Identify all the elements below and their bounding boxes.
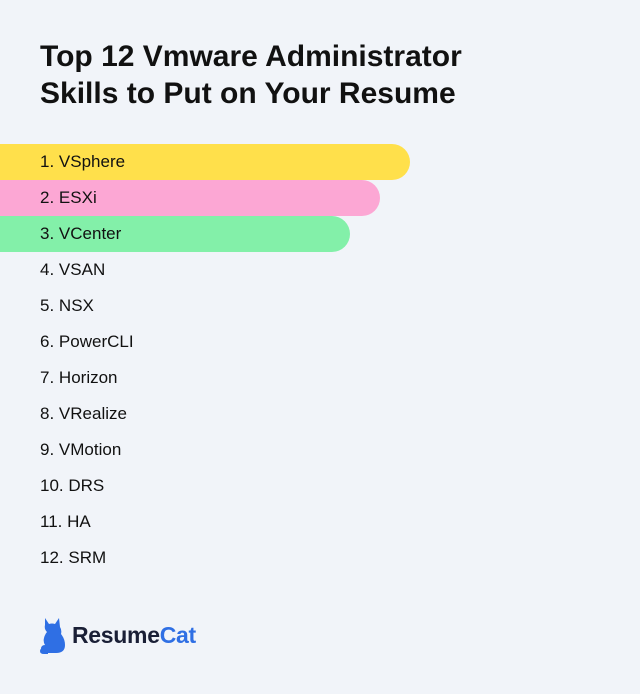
skill-rank: 8 bbox=[40, 404, 59, 423]
skill-item: 11HA bbox=[0, 504, 640, 540]
skill-rank: 2 bbox=[40, 188, 59, 207]
skill-rank: 5 bbox=[40, 296, 59, 315]
skill-name: HA bbox=[67, 512, 91, 531]
skill-rank: 4 bbox=[40, 260, 59, 279]
page-title: Top 12 Vmware Administrator Skills to Pu… bbox=[40, 38, 600, 112]
skill-name: VRealize bbox=[58, 404, 127, 423]
skill-name: VMotion bbox=[58, 440, 122, 459]
skills-list: 1VSphere 2ESXi 3VCenter 4VSAN 5NSX 6Powe… bbox=[0, 144, 640, 576]
skill-item: 3VCenter bbox=[0, 216, 350, 252]
skill-name: VSphere bbox=[58, 152, 126, 171]
resumecat-logo: ResumeCat bbox=[40, 616, 196, 654]
skill-rank: 3 bbox=[40, 224, 59, 243]
skill-name: PowerCLI bbox=[58, 332, 134, 351]
brand-name-part-1: Resume bbox=[72, 621, 160, 648]
skill-name: VSAN bbox=[58, 260, 106, 279]
title-line-1: Top 12 Vmware Administrator bbox=[40, 40, 462, 73]
skill-rank: 9 bbox=[40, 440, 59, 459]
skill-item: 10DRS bbox=[0, 468, 640, 504]
skill-rank: 6 bbox=[40, 332, 59, 351]
skill-rank: 7 bbox=[40, 368, 59, 387]
skill-name: NSX bbox=[58, 296, 94, 315]
cat-icon bbox=[40, 618, 65, 654]
skill-name: ESXi bbox=[58, 188, 97, 207]
skill-item: 1VSphere bbox=[0, 144, 410, 180]
skill-item: 6PowerCLI bbox=[0, 324, 640, 360]
skill-item: 2ESXi bbox=[0, 180, 380, 216]
skill-item: 8VRealize bbox=[0, 396, 640, 432]
skill-item: 12SRM bbox=[0, 540, 640, 576]
skill-item: 5NSX bbox=[0, 288, 640, 324]
skill-name: Horizon bbox=[58, 368, 118, 387]
skill-item: 4VSAN bbox=[0, 252, 640, 288]
brand-name: ResumeCat bbox=[72, 622, 196, 649]
skill-item: 9VMotion bbox=[0, 432, 640, 468]
skill-name: SRM bbox=[68, 548, 107, 567]
skill-rank: 10 bbox=[40, 476, 68, 495]
skill-rank: 12 bbox=[40, 548, 68, 567]
skill-name: VCenter bbox=[58, 224, 122, 243]
skill-rank: 1 bbox=[40, 152, 59, 171]
title-line-2: Skills to Put on Your Resume bbox=[40, 77, 456, 110]
brand-name-part-2: Cat bbox=[159, 621, 196, 648]
skill-name: DRS bbox=[68, 476, 105, 495]
skill-rank: 11 bbox=[40, 512, 67, 531]
skill-item: 7Horizon bbox=[0, 360, 640, 396]
